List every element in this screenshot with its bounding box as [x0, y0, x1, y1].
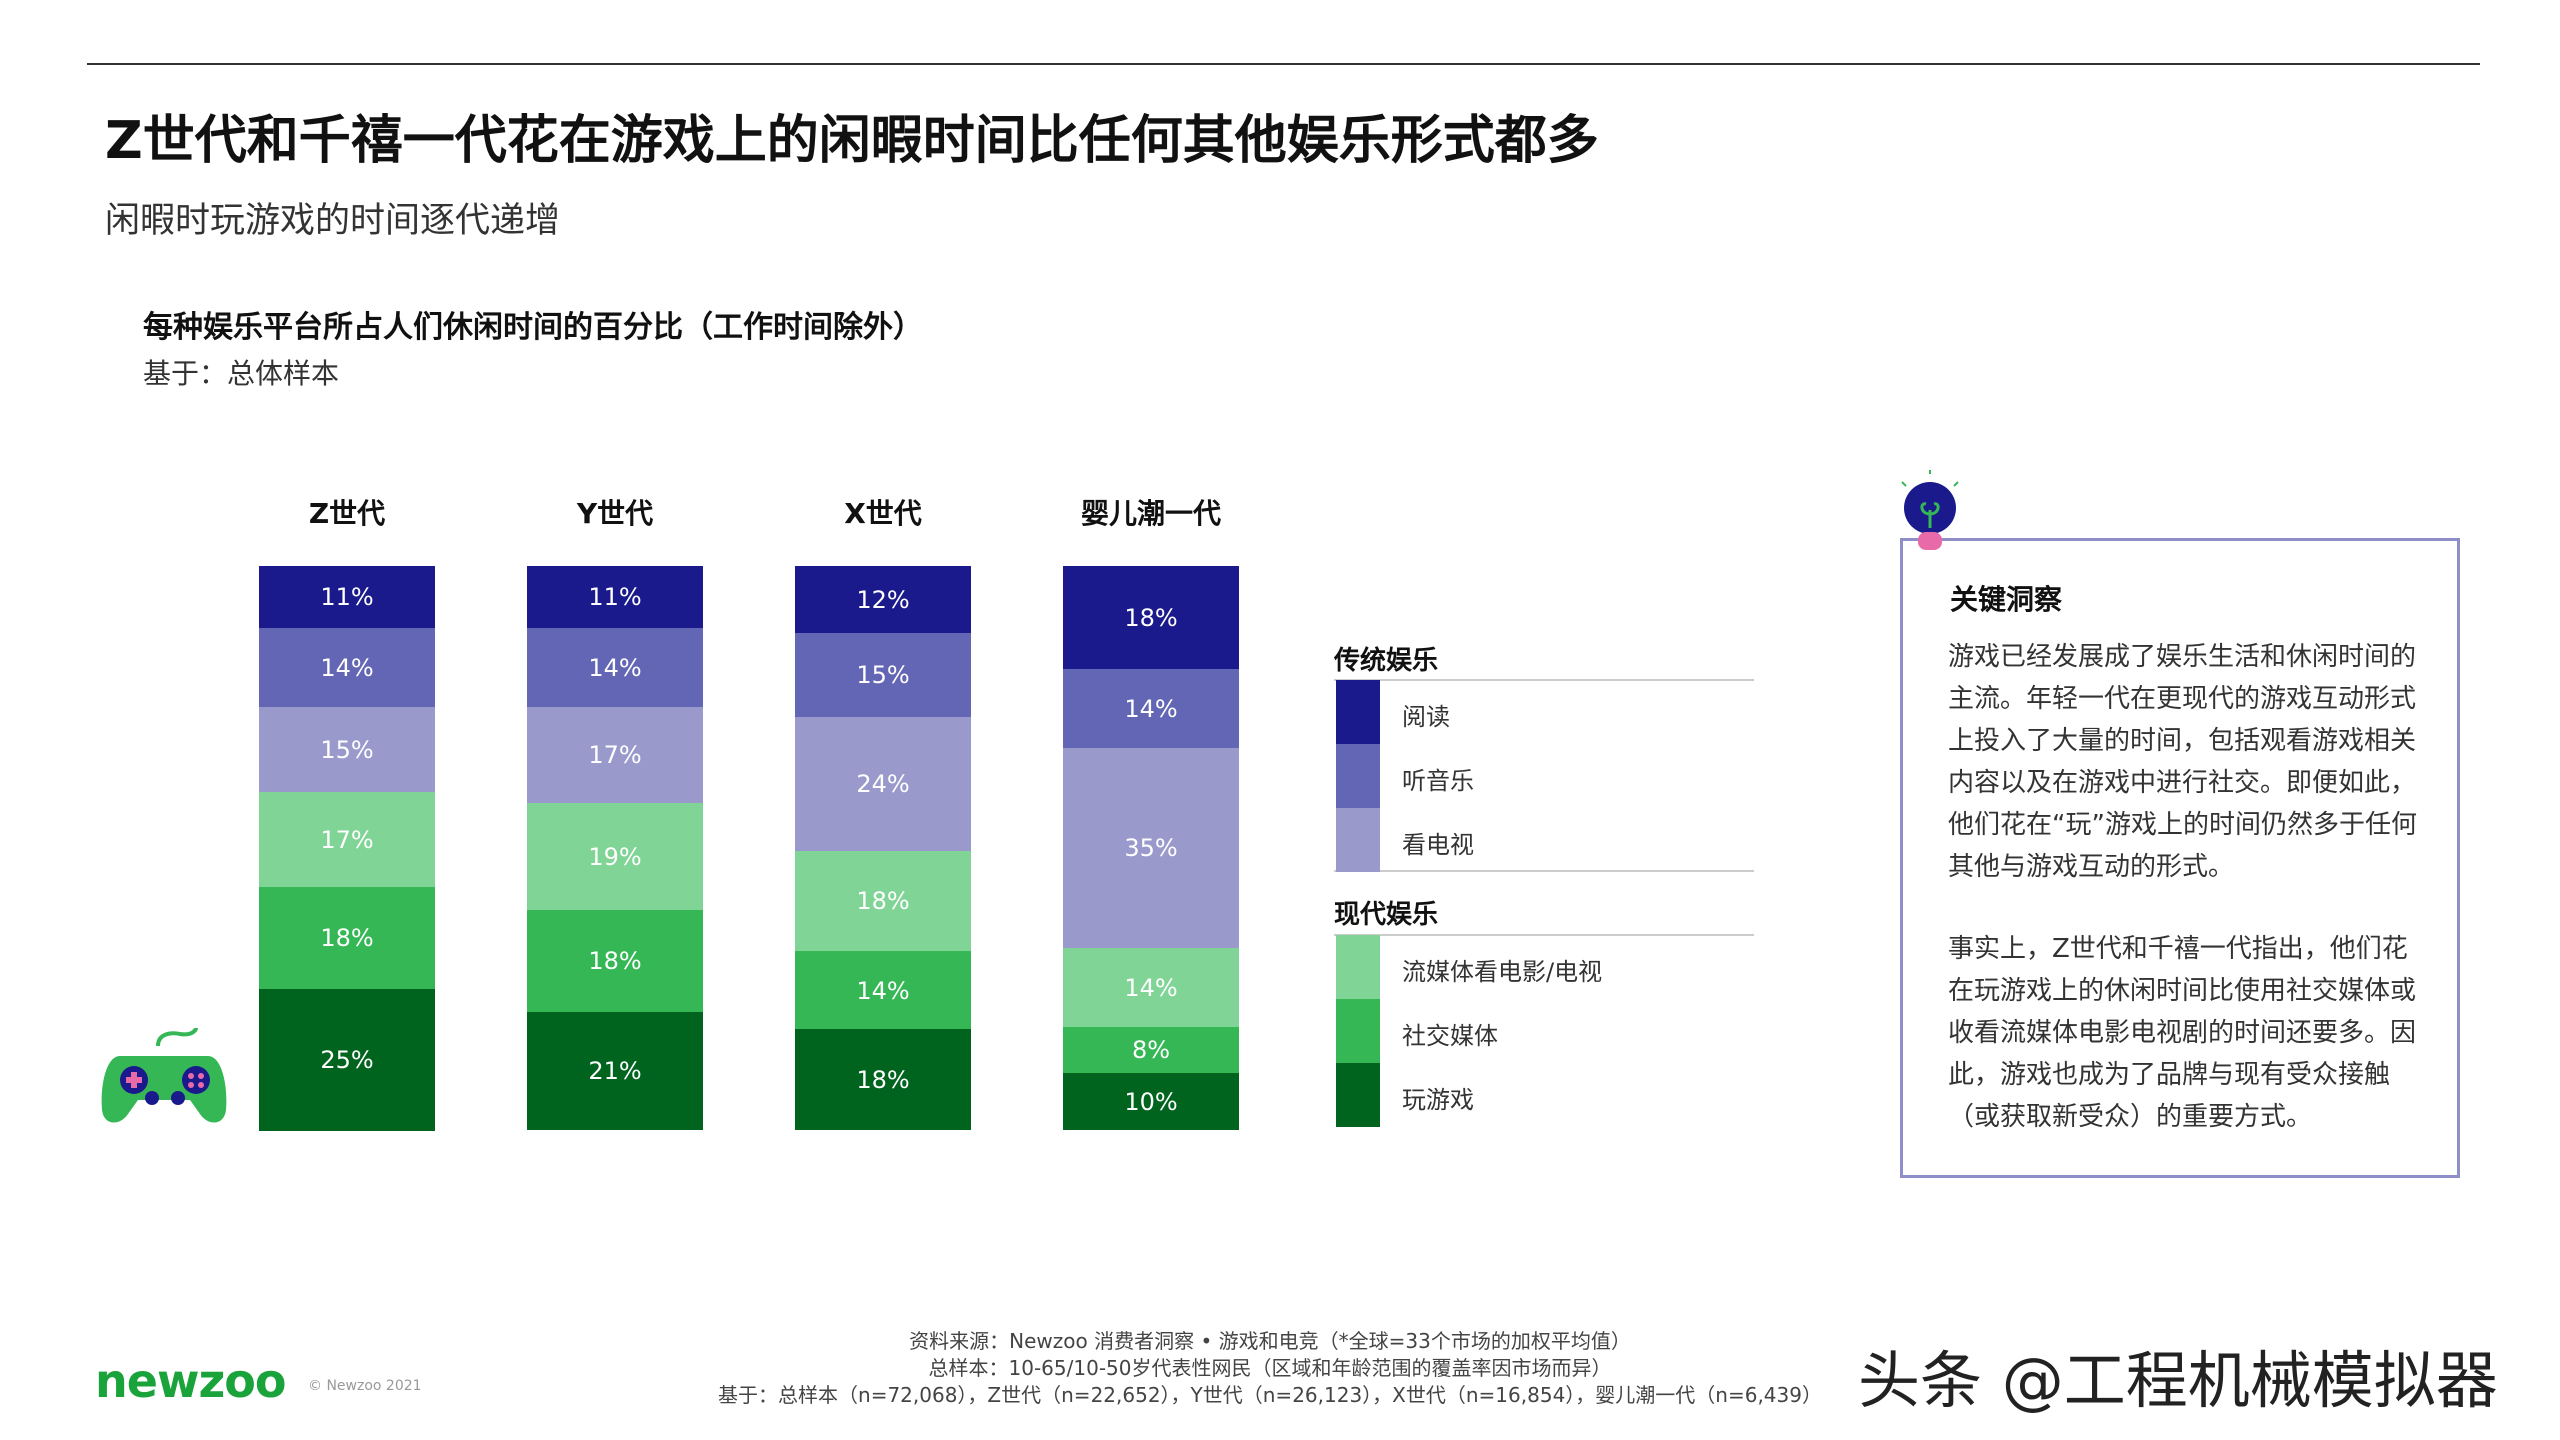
category-label: 婴儿潮一代 — [1080, 497, 1221, 530]
watermark: 头条 @工程机械模拟器 — [1858, 1344, 2498, 1417]
insight-paragraph: 游戏已经发展成了娱乐生活和休闲时间的主流。年轻一代在更现代的游戏互动形式上投入了… — [1948, 642, 2417, 882]
data-label: 17% — [588, 741, 642, 770]
legend-label: 社交媒体 — [1402, 1022, 1498, 1050]
category-label: X世代 — [844, 497, 922, 530]
data-label: 12% — [856, 585, 910, 614]
data-label: 11% — [588, 583, 642, 612]
bar-segment: 11% — [527, 566, 703, 629]
data-label: 10% — [1124, 1087, 1178, 1116]
data-label: 14% — [588, 653, 642, 682]
base-note: 基于：总样本（n=72,068），Z世代（n=22,652），Y世代（n=26,… — [718, 1383, 1822, 1407]
legend-swatch — [1336, 935, 1380, 999]
bar-segment: 14% — [795, 951, 971, 1030]
newzoo-logo: newzoo — [95, 1354, 286, 1408]
data-label: 14% — [320, 653, 374, 682]
data-label: 25% — [320, 1045, 374, 1074]
footer-notes: 资料来源：Newzoo 消费者洞察 • 游戏和电竞（*全球=33个市场的加权平均… — [640, 1328, 1900, 1409]
data-label: 18% — [1124, 603, 1178, 632]
data-label: 14% — [1124, 973, 1178, 1002]
chart-title: 每种娱乐平台所占人们休闲时间的百分比（工作时间除外） — [143, 310, 923, 345]
insight-paragraph: 事实上，Z世代和千禧一代指出，他们花在玩游戏上的休闲时间比使用社交媒体或收看流媒… — [1948, 934, 2417, 1132]
legend-divider — [1334, 934, 1754, 936]
bar-segment: 14% — [1063, 947, 1239, 1028]
lightbulb-icon — [1901, 470, 1959, 550]
legend-swatch — [1336, 808, 1380, 872]
bar-segment: 15% — [259, 707, 435, 793]
bar-segment: 8% — [1063, 1027, 1239, 1074]
legend-swatch — [1336, 1063, 1380, 1127]
bar-segment: 14% — [1063, 668, 1239, 749]
bar-segment: 18% — [795, 1029, 971, 1131]
data-label: 18% — [320, 924, 374, 953]
bar-segment: 15% — [795, 633, 971, 718]
data-label: 15% — [856, 661, 910, 690]
data-label: 24% — [856, 770, 910, 799]
bar-segment: 17% — [259, 791, 435, 888]
legend-divider — [1334, 870, 1754, 872]
bar-segment: 10% — [1063, 1073, 1239, 1131]
bar-segment: 19% — [527, 802, 703, 911]
legend-label: 听音乐 — [1402, 767, 1474, 795]
bar-segment: 11% — [259, 566, 435, 629]
data-label: 17% — [320, 825, 374, 854]
source-note: 资料来源：Newzoo 消费者洞察 • 游戏和电竞（*全球=33个市场的加权平均… — [909, 1329, 1631, 1353]
legend-group-title: 现代娱乐 — [1334, 900, 1439, 930]
sample-note: 总样本：10-65/10-50岁代表性网民（区域和年龄范围的覆盖率因市场而异） — [928, 1356, 1612, 1380]
bar-segment: 14% — [527, 628, 703, 708]
data-label: 21% — [588, 1057, 642, 1086]
category-label: Z世代 — [308, 497, 386, 530]
copyright: © Newzoo 2021 — [308, 1378, 422, 1394]
key-insight-box — [1900, 538, 2460, 1178]
data-label: 18% — [856, 1065, 910, 1094]
data-label: 18% — [856, 887, 910, 916]
bar-segment: 21% — [527, 1011, 703, 1131]
top-divider — [87, 63, 2480, 65]
bar-segment: 18% — [795, 850, 971, 952]
data-label: 14% — [1124, 694, 1178, 723]
bar-segment: 14% — [259, 628, 435, 708]
legend-swatch — [1336, 680, 1380, 744]
bar-segment: 24% — [795, 716, 971, 852]
legend-swatch — [1336, 999, 1380, 1063]
legend-divider — [1334, 679, 1754, 681]
page-subtitle: 闲暇时玩游戏的时间逐代递增 — [105, 201, 561, 241]
data-label: 11% — [320, 583, 374, 612]
legend-label: 流媒体看电影/电视 — [1402, 958, 1603, 986]
insight-title: 关键洞察 — [1950, 583, 2063, 616]
bar-segment: 17% — [527, 707, 703, 804]
legend-label: 玩游戏 — [1402, 1086, 1474, 1114]
game-controller-icon — [101, 1027, 227, 1123]
category-label: Y世代 — [576, 497, 654, 530]
legend-label: 看电视 — [1402, 831, 1474, 859]
bar-segment: 35% — [1063, 748, 1239, 949]
data-label: 15% — [320, 735, 374, 764]
bar-segment: 18% — [527, 910, 703, 1013]
data-label: 14% — [856, 976, 910, 1005]
page-title: Z世代和千禧一代花在游戏上的闲暇时间比任何其他娱乐形式都多 — [105, 111, 1599, 171]
data-label: 19% — [588, 842, 642, 871]
data-label: 35% — [1124, 834, 1178, 863]
bar-segment: 18% — [1063, 566, 1239, 670]
bar-segment: 18% — [259, 887, 435, 990]
data-label: 8% — [1131, 1036, 1171, 1065]
chart-subtitle: 基于：总体样本 — [143, 357, 340, 390]
bar-segment: 12% — [795, 566, 971, 634]
legend-swatch — [1336, 744, 1380, 808]
legend-group-title: 传统娱乐 — [1334, 646, 1439, 676]
data-label: 18% — [588, 947, 642, 976]
legend-label: 阅读 — [1402, 703, 1450, 731]
bar-segment: 25% — [259, 989, 435, 1131]
